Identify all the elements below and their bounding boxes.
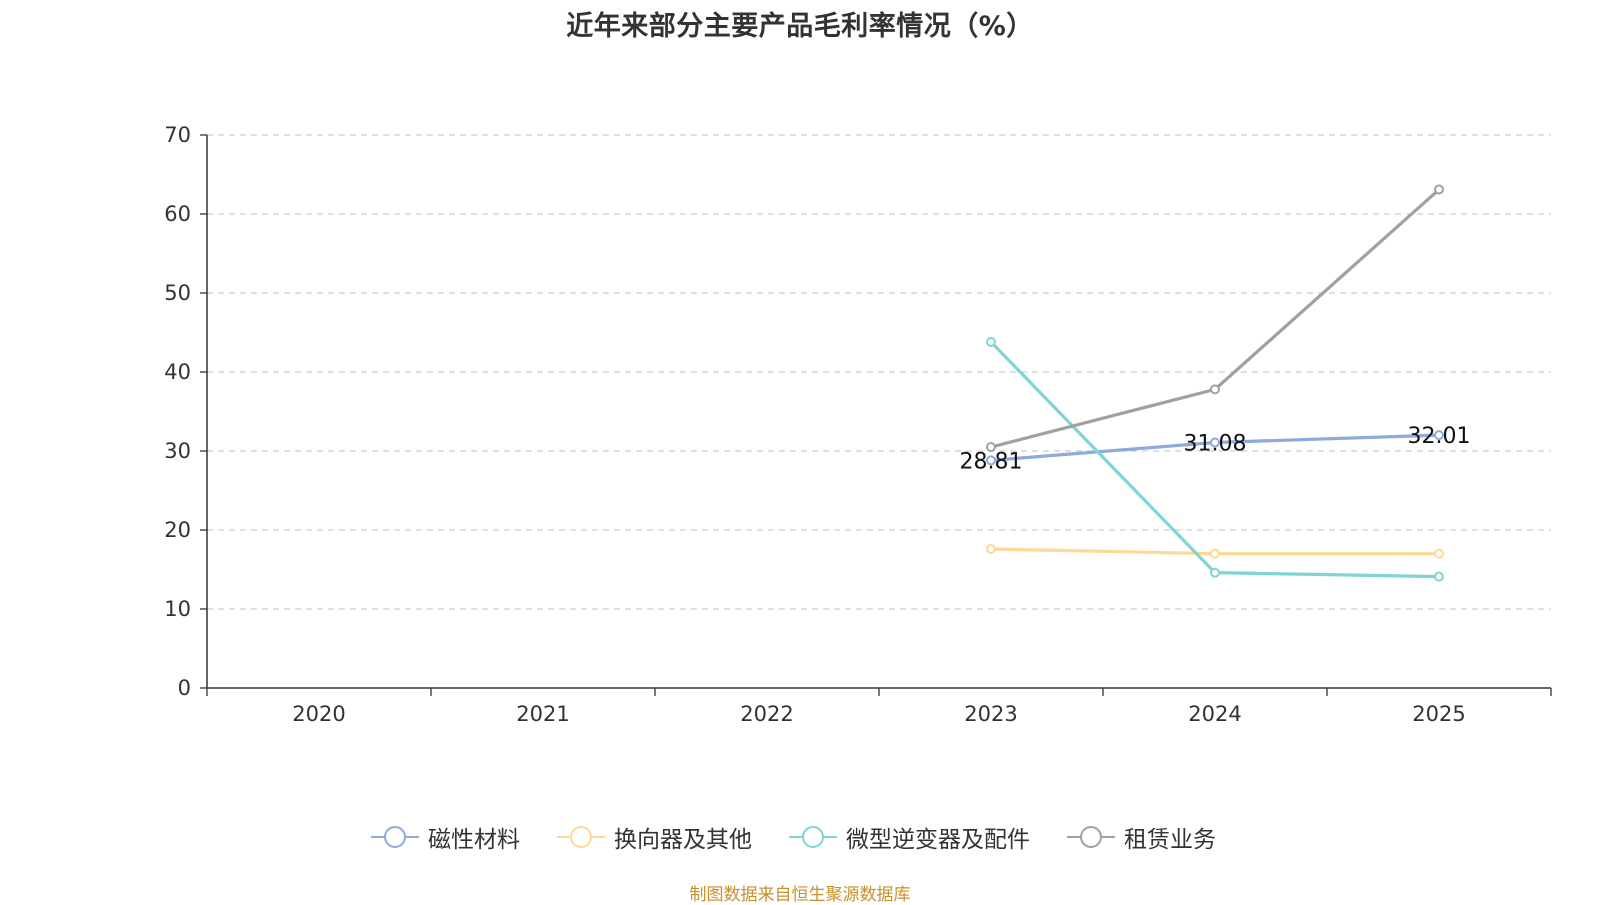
legend-marker-icon <box>789 826 837 848</box>
x-tick-label: 2024 <box>1188 702 1241 726</box>
legend-label: 微型逆变器及配件 <box>846 827 1030 853</box>
data-point[interactable] <box>986 543 996 554</box>
source-note: 制图数据来自恒生聚源数据库 <box>689 885 911 905</box>
data-label: 28.81 <box>960 449 1023 474</box>
data-point[interactable] <box>1434 571 1444 582</box>
legend-item[interactable]: 磁性材料 <box>370 820 520 854</box>
y-tick-label: 60 <box>164 202 191 226</box>
data-point[interactable] <box>1434 548 1444 559</box>
grid-lines <box>207 134 1551 610</box>
axes: 0 10 20 30 40 50 60 70 2020 2021 2022 2023 2024 2025 <box>164 123 1552 726</box>
legend-marker-icon <box>371 826 419 848</box>
data-labels: 28.81 31.08 32.01 <box>960 424 1471 474</box>
x-tick-label: 2023 <box>964 702 1017 726</box>
x-tick-label: 2021 <box>516 702 569 726</box>
y-tick-label: 10 <box>164 597 191 621</box>
data-point[interactable] <box>1210 437 1220 448</box>
y-tick-label: 40 <box>164 360 191 384</box>
data-point[interactable] <box>986 455 996 466</box>
legend-label: 租赁业务 <box>1124 827 1216 853</box>
y-tick-label: 50 <box>164 281 191 305</box>
series-line <box>989 187 1441 449</box>
y-tick-label: 30 <box>164 439 191 463</box>
y-tick-label: 0 <box>178 676 191 700</box>
data-point[interactable] <box>1434 184 1444 195</box>
legend-item[interactable]: 租赁业务 <box>1066 820 1216 854</box>
y-tick-label: 70 <box>164 123 191 147</box>
legend-marker-icon <box>1067 826 1115 848</box>
data-point[interactable] <box>1434 430 1444 441</box>
legend-marker-icon <box>557 826 605 848</box>
series-line <box>989 340 1441 579</box>
legend-item[interactable]: 微型逆变器及配件 <box>788 820 1030 854</box>
x-tick-label: 2022 <box>740 702 793 726</box>
legend-label: 磁性材料 <box>428 827 520 853</box>
data-point[interactable] <box>986 336 996 347</box>
legend-item[interactable]: 换向器及其他 <box>556 820 752 854</box>
x-tick-label: 2025 <box>1412 702 1465 726</box>
data-label: 31.08 <box>1184 431 1247 456</box>
data-point[interactable] <box>1210 548 1220 559</box>
legend-label: 换向器及其他 <box>614 827 752 853</box>
data-point[interactable] <box>1210 567 1220 578</box>
y-tick-label: 20 <box>164 518 191 542</box>
data-point[interactable] <box>1210 384 1220 395</box>
legend: 磁性材料 换向器及其他 微型逆变器及配件 租赁业务 <box>0 820 1600 854</box>
x-tick-label: 2020 <box>292 702 345 726</box>
data-point[interactable] <box>986 442 996 453</box>
data-label: 32.01 <box>1408 424 1471 449</box>
chart-title: 近年来部分主要产品毛利率情况（%） <box>566 11 1034 42</box>
series-lines <box>986 184 1444 582</box>
